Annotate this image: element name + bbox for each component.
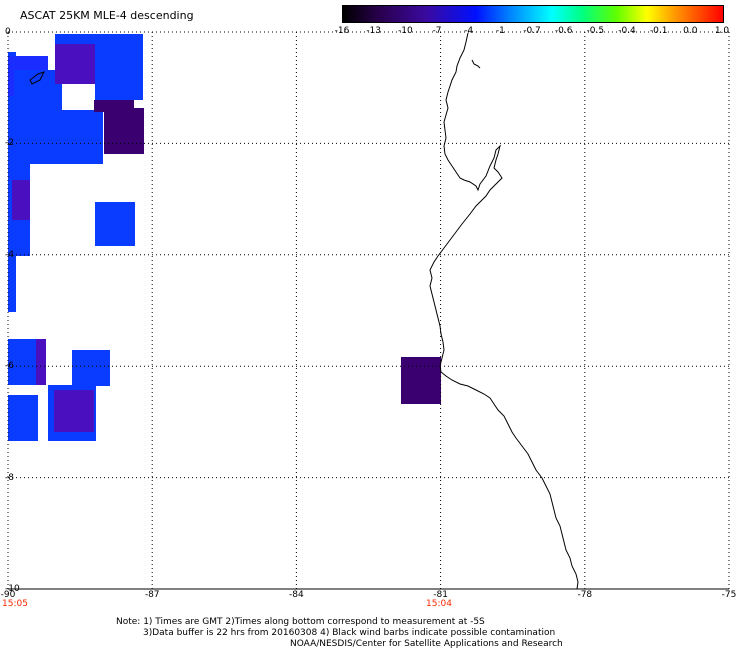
color-scale-label: -0.4 <box>618 26 636 36</box>
measurement-cell <box>104 108 144 154</box>
note-line-3: NOAA/NESDIS/Center for Satellite Applica… <box>290 639 563 649</box>
note-line-1: Note: 1) Times are GMT 2)Times along bot… <box>116 617 485 627</box>
color-scale-label: -16 <box>334 26 350 36</box>
y-tick-label: 0 <box>5 27 11 37</box>
y-tick-label: -6 <box>5 361 14 372</box>
measurement-cell <box>8 256 16 312</box>
color-scale-label: -13 <box>366 26 382 36</box>
coastline-small-island <box>471 59 481 69</box>
x-tick-label: -87 <box>144 590 160 600</box>
measurement-cell <box>95 34 143 70</box>
color-scale-label: 1.0 <box>714 26 730 36</box>
color-scale-label: -0.5 <box>586 26 605 36</box>
color-scale-label: -0.7 <box>523 26 541 36</box>
x-tick-label: -78 <box>577 590 593 600</box>
x-tick-label: -81 <box>433 590 448 600</box>
y-tick-label: -2 <box>5 138 14 149</box>
color-scale-label: -0.6 <box>554 26 573 36</box>
coastline-island <box>29 71 45 85</box>
time-label-center: 15:04 <box>426 599 452 609</box>
measurement-cell <box>401 357 441 404</box>
color-scale-label: -4 <box>464 26 474 36</box>
measurement-cell <box>36 339 46 385</box>
measurement-cell <box>8 395 38 441</box>
color-scale-label: -10 <box>397 26 413 36</box>
gridlines <box>7 31 730 590</box>
measurement-cells <box>8 34 441 441</box>
y-tick-label: -4 <box>5 249 14 260</box>
measurement-cell <box>8 110 103 164</box>
color-scale-label: -7 <box>432 26 442 36</box>
measurement-cell <box>72 350 110 386</box>
measurement-cell <box>95 202 135 246</box>
measurement-cell <box>12 180 30 220</box>
y-tick-label: -8 <box>5 472 14 483</box>
coastline <box>429 32 579 590</box>
map-title: ASCAT 25KM MLE-4 descending <box>20 9 194 22</box>
x-tick-label: -84 <box>289 590 304 600</box>
y-tick-label: -10 <box>5 584 20 594</box>
x-tick-label: -75 <box>721 590 737 600</box>
time-label-left: 15:05 <box>2 599 28 609</box>
color-scale-label: -1 <box>495 26 505 36</box>
color-scale-bar <box>342 5 724 23</box>
color-scale-label: -0.1 <box>649 26 668 36</box>
color-scale-label: 0.0 <box>683 26 698 36</box>
x-tick-label: -90 <box>0 590 16 600</box>
measurement-cell <box>55 44 95 84</box>
measurement-cell <box>95 70 143 100</box>
note-line-2: 3)Data buffer is 22 hrs from 20160308 4)… <box>143 628 556 638</box>
measurement-cell <box>54 390 94 432</box>
